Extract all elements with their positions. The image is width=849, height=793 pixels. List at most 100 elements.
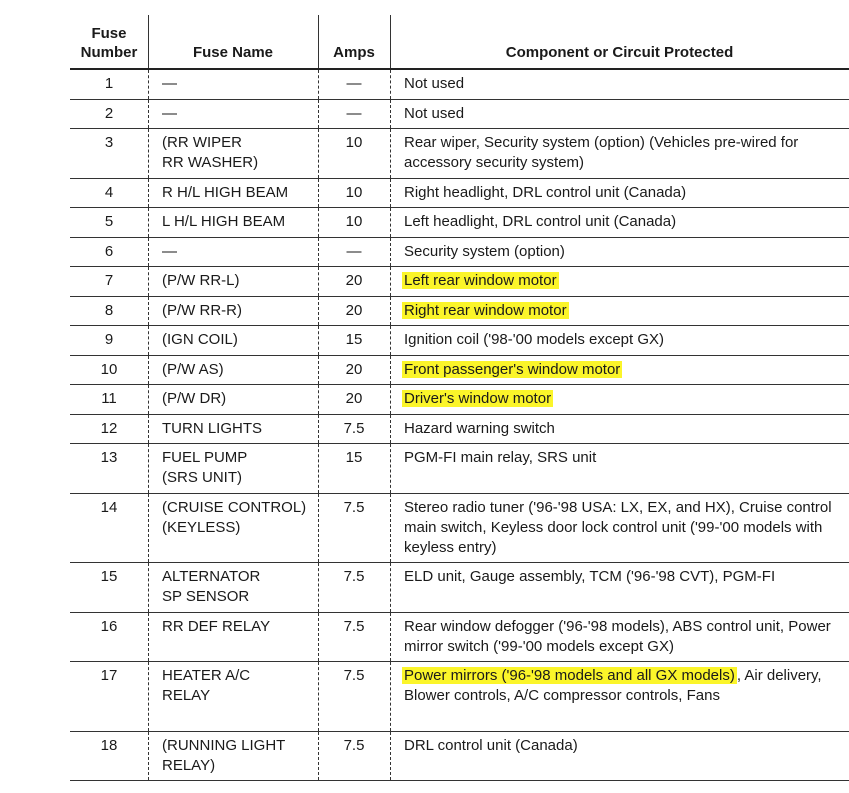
table-row: 16 RR DEF RELAY 7.5 Rear window defogger… — [70, 612, 849, 662]
table-row: 13 FUEL PUMP (SRS UNIT) 15 PGM-FI main r… — [70, 444, 849, 494]
component-protected: Front passenger's window motor — [402, 360, 844, 380]
divider — [318, 267, 319, 296]
highlighted-text: Power mirrors ('96-'98 models and all GX… — [402, 667, 737, 684]
divider — [148, 208, 149, 237]
fuse-number: 7 — [104, 272, 114, 289]
fuse-number: 12 — [100, 419, 118, 437]
component-text: PGM-FI main relay, SRS unit — [404, 449, 597, 466]
fuse-number: 14 — [100, 498, 118, 516]
fuse-amps: 7.5 — [343, 568, 365, 585]
header-fuse-number: Fuse Number — [80, 25, 138, 61]
fuse-amps: 10 — [345, 134, 363, 151]
divider — [148, 444, 149, 493]
component-text: DRL control unit (Canada) — [404, 736, 578, 754]
divider — [318, 237, 319, 266]
divider — [148, 414, 149, 443]
fuse-name: (P/W AS) — [162, 360, 224, 378]
fuse-amps: 7.5 — [343, 667, 365, 684]
fuse-number: 18 — [100, 736, 118, 754]
divider — [390, 237, 391, 266]
table-row: 6 — — Security system (option) — [70, 237, 849, 267]
divider — [148, 731, 149, 780]
divider — [148, 493, 149, 562]
fuse-number: 3 — [104, 134, 114, 151]
divider — [318, 731, 319, 780]
component-text: Not used — [404, 104, 465, 122]
fuse-amps: — — [346, 75, 362, 92]
fuse-number: 17 — [100, 667, 118, 684]
fuse-name: HEATER A/C RELAY — [162, 667, 251, 704]
fuse-name: (RR WIPER RR WASHER) — [162, 134, 259, 171]
fuse-amps: 7.5 — [343, 736, 365, 754]
divider — [318, 414, 319, 443]
table-row: 9 (IGN COIL) 15 Ignition coil ('98-'00 m… — [70, 326, 849, 356]
divider — [148, 178, 149, 207]
fuse-name: R H/L HIGH BEAM — [162, 183, 289, 201]
divider — [148, 129, 149, 178]
fuse-number: 16 — [100, 617, 118, 635]
table-row: 8 (P/W RR-R) 20 Right rear window motor — [70, 296, 849, 326]
component-text: Ignition coil ('98-'00 models except GX) — [404, 331, 665, 348]
fuse-name: — — [162, 75, 177, 92]
component-protected: Not used — [404, 104, 844, 124]
fuse-name: (CRUISE CONTROL) (KEYLESS) — [162, 498, 307, 536]
divider — [390, 296, 391, 325]
table-row: 14 (CRUISE CONTROL) (KEYLESS) 7.5 Stereo… — [70, 493, 849, 563]
fuse-amps: 20 — [345, 301, 363, 319]
fuse-number: 13 — [100, 449, 118, 466]
component-text: Stereo radio tuner ('96-'98 USA: LX, EX,… — [404, 498, 832, 556]
table-row: 4 R H/L HIGH BEAM 10 Right headlight, DR… — [70, 178, 849, 208]
fuse-amps: 10 — [345, 213, 363, 230]
table-row: 7 (P/W RR-L) 20 Left rear window motor — [70, 267, 849, 297]
divider — [390, 355, 391, 384]
fuse-number: 15 — [100, 568, 118, 585]
component-text: Right headlight, DRL control unit (Canad… — [404, 183, 687, 201]
table-row: 3 (RR WIPER RR WASHER) 10 Rear wiper, Se… — [70, 129, 849, 179]
highlighted-text: Driver's window motor — [402, 390, 554, 407]
component-protected: Ignition coil ('98-'00 models except GX) — [404, 330, 844, 350]
divider — [148, 70, 149, 99]
fuse-number: 2 — [104, 104, 114, 122]
divider — [390, 414, 391, 443]
table-row: 15 ALTERNATOR SP SENSOR 7.5 ELD unit, Ga… — [70, 563, 849, 613]
fuse-amps: — — [346, 104, 362, 122]
divider — [390, 99, 391, 128]
component-protected: Right headlight, DRL control unit (Canad… — [404, 183, 844, 203]
fuse-amps: 7.5 — [343, 419, 365, 437]
header-amps: Amps — [333, 44, 375, 61]
fuse-amps: — — [346, 242, 362, 260]
component-protected: PGM-FI main relay, SRS unit — [404, 448, 844, 468]
fuse-name: (P/W RR-L) — [162, 272, 240, 289]
component-text: Security system (option) — [404, 242, 565, 260]
divider — [318, 444, 319, 493]
fuse-name: — — [162, 242, 177, 260]
divider — [318, 129, 319, 178]
divider — [148, 662, 149, 731]
divider — [318, 493, 319, 562]
divider — [390, 15, 391, 68]
component-text: Rear window defogger ('96-'98 models), A… — [404, 617, 831, 655]
fuse-number: 1 — [104, 75, 114, 92]
fuse-amps: 15 — [345, 331, 363, 348]
divider — [318, 70, 319, 99]
fuse-number: 8 — [104, 301, 114, 319]
fuse-amps: 20 — [345, 272, 363, 289]
divider — [318, 15, 319, 68]
component-protected: Stereo radio tuner ('96-'98 USA: LX, EX,… — [404, 498, 844, 558]
component-protected: Not used — [404, 74, 844, 94]
fuse-amps: 20 — [345, 360, 363, 378]
table-row: 17 HEATER A/C RELAY 7.5 Power mirrors ('… — [70, 662, 849, 732]
divider — [148, 267, 149, 296]
divider — [390, 731, 391, 780]
fuse-name: ALTERNATOR SP SENSOR — [162, 568, 261, 605]
divider — [390, 267, 391, 296]
divider — [390, 662, 391, 731]
divider — [390, 178, 391, 207]
table-row: 10 (P/W AS) 20 Front passenger's window … — [70, 355, 849, 385]
divider — [148, 99, 149, 128]
header-component: Component or Circuit Protected — [505, 44, 734, 61]
component-protected: ELD unit, Gauge assembly, TCM ('96-'98 C… — [404, 567, 844, 587]
table-row: 11 (P/W DR) 20 Driver's window motor — [70, 385, 849, 415]
highlighted-text: Right rear window motor — [402, 301, 569, 319]
divider — [318, 355, 319, 384]
